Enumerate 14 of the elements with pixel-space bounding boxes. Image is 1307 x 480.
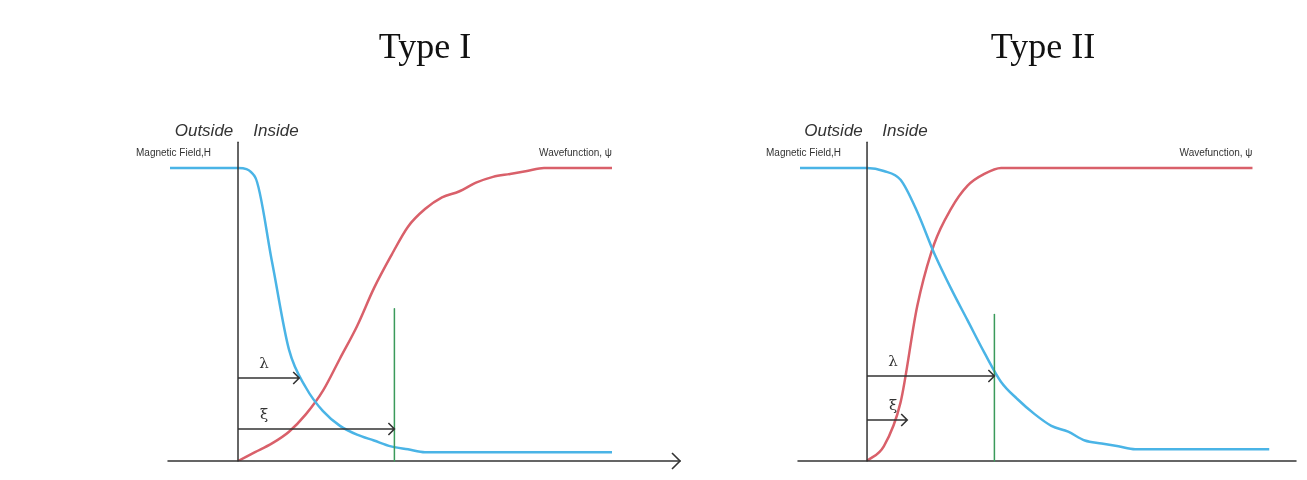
- chart-title: Type II: [990, 26, 1096, 67]
- text: Outside: [174, 121, 234, 141]
- text: Outside: [804, 121, 863, 141]
- annotation: λ: [259, 353, 270, 372]
- series-label: Magnetic Field,H: [766, 146, 842, 158]
- text: Inside: [253, 121, 299, 141]
- chart-title: Type I: [378, 26, 472, 67]
- annotation: ξ: [259, 405, 269, 424]
- annotation: ξ: [888, 396, 898, 415]
- annotation: λ: [888, 352, 899, 371]
- series-label: Magnetic Field,H: [136, 146, 212, 158]
- series-label: Wavefunction, ψ: [1179, 146, 1253, 158]
- text: Inside: [882, 121, 928, 141]
- series-label: Wavefunction, ψ: [539, 146, 612, 158]
